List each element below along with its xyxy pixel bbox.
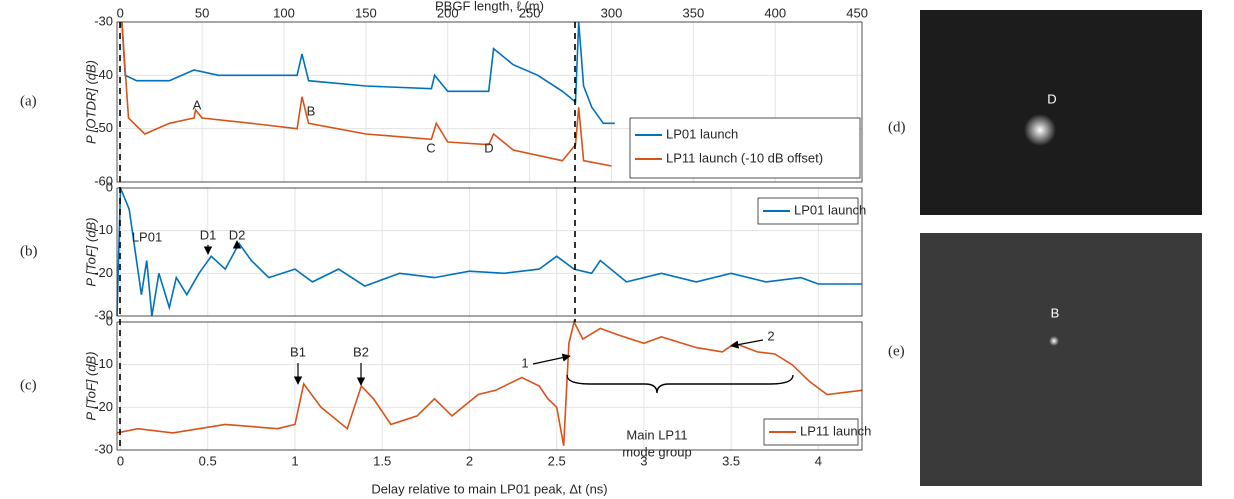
image-e xyxy=(920,233,1202,486)
annotation: B xyxy=(307,103,316,118)
annotation: Main LP11 xyxy=(626,427,687,442)
image-label: (e) xyxy=(888,343,905,359)
y-tick-label: -20 xyxy=(94,265,113,280)
legend-label: LP11 launch xyxy=(800,423,871,438)
image-marker: D xyxy=(1047,91,1056,106)
brace xyxy=(566,374,794,394)
x-tick-label: 300 xyxy=(601,5,623,20)
annotation-arrow xyxy=(730,339,764,349)
x-tick-label: 3.5 xyxy=(722,453,740,468)
annotation: D1 xyxy=(200,227,217,242)
series-line xyxy=(119,21,615,125)
y-axis-label: P [OTDR] (dB) xyxy=(83,60,98,144)
x-tick-label: 350 xyxy=(683,5,705,20)
y-tick-label: -30 xyxy=(94,13,113,28)
annotation: D xyxy=(484,140,493,155)
annotation: B1 xyxy=(290,344,306,359)
series-line xyxy=(116,187,862,317)
x-tick-label: 450 xyxy=(846,5,868,20)
series-line xyxy=(119,21,612,167)
x-tick-label: 4 xyxy=(815,453,822,468)
legend-label: LP01 launch xyxy=(794,202,866,217)
y-tick-label: -30 xyxy=(94,441,113,456)
annotation: 1 xyxy=(521,355,528,370)
legend-label: LP11 launch (-10 dB offset) xyxy=(666,150,823,165)
x-tick-label: 3 xyxy=(640,453,647,468)
panel-label: (c) xyxy=(20,377,37,393)
annotation: C xyxy=(426,140,435,155)
x-tick-label: 150 xyxy=(355,5,377,20)
x-axis-label: PBGF length, ℓ (m) xyxy=(435,0,544,13)
annotation-arrow xyxy=(532,353,571,365)
image-d xyxy=(920,10,1202,215)
annotation: LP01 xyxy=(132,229,162,244)
y-tick-label: -10 xyxy=(94,222,113,237)
image-marker: B xyxy=(1051,305,1060,320)
bright-spot xyxy=(1049,336,1059,346)
x-tick-label: 0.5 xyxy=(199,453,217,468)
annotation: A xyxy=(193,97,202,112)
x-tick-label: 200 xyxy=(437,5,459,20)
legend-box xyxy=(629,117,861,179)
y-tick-label: 0 xyxy=(106,313,113,328)
x-tick-label: 400 xyxy=(764,5,786,20)
x-tick-label: 2 xyxy=(466,453,473,468)
x-tick-label: 250 xyxy=(519,5,541,20)
panel-label: (b) xyxy=(20,243,38,259)
image-label: (d) xyxy=(888,119,906,135)
x-tick-label: 0 xyxy=(117,5,124,20)
y-tick-label: -40 xyxy=(94,67,113,82)
x-axis-label: Delay relative to main LP01 peak, Δt (ns… xyxy=(371,481,607,496)
y-tick-label: -60 xyxy=(94,173,113,188)
y-tick-label: -30 xyxy=(94,307,113,322)
x-tick-label: 0 xyxy=(117,453,124,468)
bright-spot xyxy=(1024,114,1056,146)
plot-frame xyxy=(116,321,863,451)
y-axis-label: P [ToF] (dB) xyxy=(83,351,98,420)
y-tick-label: -20 xyxy=(94,399,113,414)
x-tick-label: 50 xyxy=(195,5,209,20)
annotation: mode group xyxy=(622,444,691,459)
y-axis-label: P [ToF] (dB) xyxy=(83,217,98,286)
legend-label: LP01 launch xyxy=(666,126,738,141)
annotation: D2 xyxy=(229,227,246,242)
annotation: 2 xyxy=(767,328,774,343)
x-tick-label: 100 xyxy=(273,5,295,20)
plot-frame xyxy=(116,21,863,183)
y-tick-label: 0 xyxy=(106,179,113,194)
x-tick-label: 1 xyxy=(291,453,298,468)
x-tick-label: 2.5 xyxy=(548,453,566,468)
y-tick-label: -50 xyxy=(94,120,113,135)
x-tick-label: 1.5 xyxy=(373,453,391,468)
y-tick-label: -10 xyxy=(94,356,113,371)
annotation: B2 xyxy=(353,344,369,359)
plot-frame xyxy=(116,187,863,317)
panel-label: (a) xyxy=(20,93,37,109)
